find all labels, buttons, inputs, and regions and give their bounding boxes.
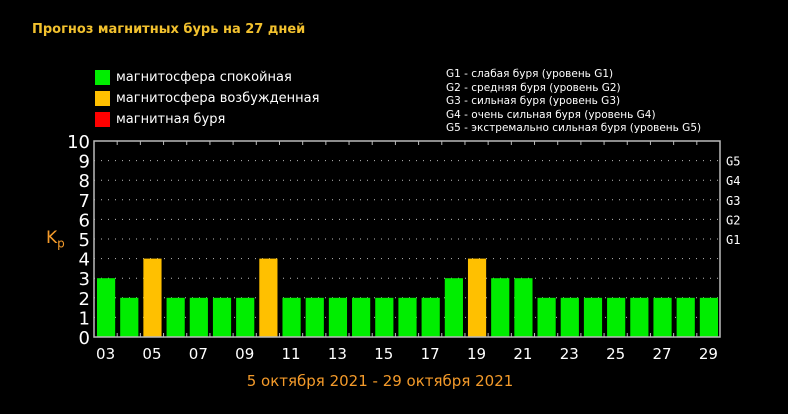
g-legend-item: G4 - очень сильная буря (уровень G4)	[446, 108, 656, 121]
legend-label: магнитная буря	[116, 112, 226, 127]
bar-13	[328, 297, 348, 337]
g-level-label: G1	[726, 233, 740, 247]
g-legend-item: G2 - средняя буря (уровень G2)	[446, 81, 621, 94]
y-tick-label: 6	[79, 210, 90, 231]
g-level-label: G3	[726, 194, 740, 208]
bar-03	[97, 278, 116, 337]
legend-swatch-red	[95, 112, 110, 127]
legend-item-quiet: магнитосфера спокойная	[95, 67, 319, 88]
bar-07	[189, 297, 208, 337]
bar-08	[212, 297, 232, 337]
bar-14	[352, 297, 371, 337]
bar-15	[375, 297, 394, 337]
x-tick-label: 21	[513, 345, 532, 363]
x-tick-label: 09	[235, 345, 254, 363]
x-tick-label: 11	[282, 345, 301, 363]
bar-23	[560, 297, 579, 337]
bar-24	[583, 297, 603, 337]
bar-11	[282, 297, 301, 337]
x-tick-label: 05	[142, 345, 161, 363]
x-tick-label: 03	[96, 345, 115, 363]
legend: магнитосфера спокойная магнитосфера возб…	[95, 67, 319, 130]
legend-label: магнитосфера возбужденная	[116, 91, 320, 106]
y-tick-label: 7	[79, 191, 90, 212]
bar-09	[236, 297, 255, 337]
bar-05	[143, 258, 162, 337]
plot-frame	[93, 140, 721, 338]
legend-swatch-orange	[95, 91, 110, 106]
y-axis-label-sub: p	[57, 236, 65, 251]
bar-18	[444, 278, 463, 337]
g-level-label: G5	[726, 155, 740, 169]
bar-28	[676, 297, 695, 337]
x-tick-label: 15	[374, 345, 393, 363]
bar-25	[607, 297, 626, 337]
bar-12	[305, 297, 324, 337]
chart-title: Прогноз магнитных бурь на 27 дней	[32, 22, 306, 37]
y-tick-label: 0	[79, 328, 90, 349]
bar-04	[120, 297, 139, 337]
x-tick-label: 27	[652, 345, 671, 363]
x-tick-label: 17	[421, 345, 440, 363]
x-tick-label: 29	[699, 345, 718, 363]
y-tick-label: 8	[79, 171, 90, 192]
bar-21	[514, 278, 533, 337]
bar-10	[259, 258, 278, 337]
y-tick-label: 10	[67, 132, 90, 153]
x-tick-label: 23	[560, 345, 579, 363]
x-tick-label: 19	[467, 345, 486, 363]
bar-22	[537, 297, 556, 337]
y-axis-label-main: K	[46, 228, 58, 248]
y-tick-label: 1	[79, 308, 90, 329]
bar-19	[467, 258, 487, 337]
x-tick-label: 07	[189, 345, 208, 363]
g-legend-item: G3 - сильная буря (уровень G3)	[446, 95, 621, 107]
bar-16	[398, 297, 417, 337]
bar-17	[421, 297, 440, 337]
legend-item-storm: магнитная буря	[95, 109, 319, 130]
date-range: 5 октября 2021 - 29 октября 2021	[246, 372, 514, 390]
bar-26	[630, 297, 649, 337]
y-tick-label: 2	[79, 289, 90, 310]
g-legend-item: G5 - экстремально сильная буря (уровень …	[446, 122, 702, 134]
g-legend-item: G1 - слабая буря (уровень G1)	[446, 68, 614, 80]
legend-item-active: магнитосфера возбужденная	[95, 88, 319, 109]
legend-label: магнитосфера спокойная	[116, 70, 292, 85]
y-tick-label: 4	[79, 250, 90, 271]
bar-29	[699, 297, 718, 337]
bar-20	[491, 278, 510, 337]
g-level-label: G4	[726, 174, 740, 188]
x-tick-label: 13	[328, 345, 347, 363]
g-level-label: G2	[726, 213, 740, 227]
y-tick-label: 9	[79, 152, 90, 173]
x-tick-label: 25	[606, 345, 625, 363]
y-tick-label: 5	[79, 230, 90, 251]
y-tick-label: 3	[79, 269, 90, 290]
legend-swatch-green	[95, 70, 110, 85]
bar-06	[166, 297, 185, 337]
bar-27	[653, 297, 672, 337]
g-level-legend: G1 - слабая буря (уровень G1) G2 - средн…	[446, 68, 701, 136]
y-axis-label: Kp	[46, 228, 65, 250]
